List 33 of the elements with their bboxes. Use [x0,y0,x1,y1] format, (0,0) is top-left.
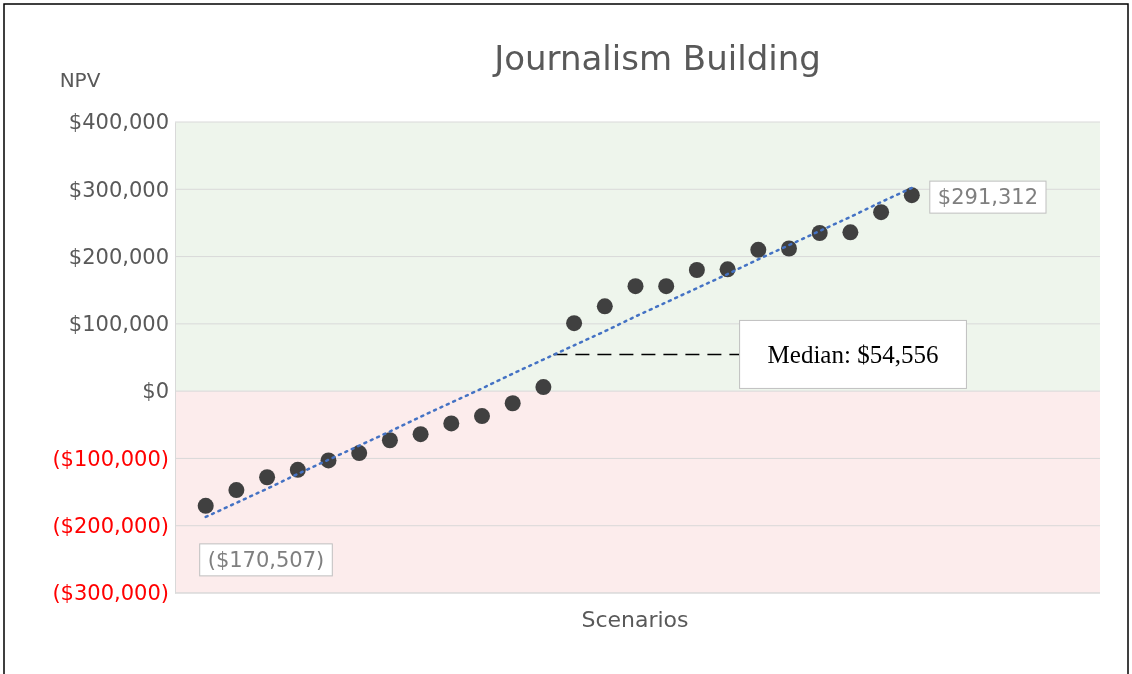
point [412,426,429,443]
y-tick-label: $0 [142,379,169,404]
point [474,408,490,425]
y-axis-title: NPV [59,68,101,92]
y-tick-label: $200,000 [68,244,169,269]
point [535,379,552,396]
point [381,432,398,449]
point [903,187,920,204]
point [504,395,521,412]
text: $291,312 [937,185,1038,210]
x-axis-title: Scenarios [581,607,689,632]
y-tick-label: $100,000 [68,312,169,337]
point [443,415,460,432]
ref-line-label: Median: $54,556 [767,341,939,369]
point [842,224,859,241]
y-tick-label: $400,000 [68,110,169,135]
point [566,315,583,332]
point [228,482,245,499]
point [596,298,613,315]
point [197,497,214,514]
y-tick-label: ($100,000) [52,446,169,471]
point [688,262,705,279]
point [658,278,675,295]
chart-title: Journalism Building [492,38,821,78]
y-tick-label: ($300,000) [52,581,169,606]
point [351,445,368,462]
annotation: ($170,507) [207,547,325,572]
point [259,469,276,486]
y-tick-label: $300,000 [68,177,169,202]
point [750,241,767,258]
point [873,204,890,221]
y-tick-label: ($200,000) [52,513,169,538]
point [627,278,644,295]
